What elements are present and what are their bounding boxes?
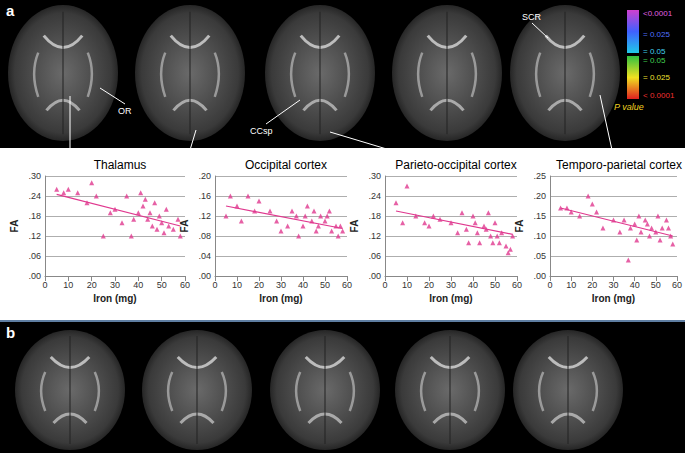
svg-text:= 0.025: = 0.025 [643,73,670,82]
svg-text:<0.0001: <0.0001 [643,9,673,18]
svg-text:b: b [6,324,15,341]
svg-text:.18: .18 [28,211,41,221]
svg-text:Iron (mg): Iron (mg) [429,293,472,304]
svg-text:P value: P value [614,102,644,112]
svg-text:50: 50 [157,280,167,290]
svg-text:a: a [6,2,15,19]
svg-text:SCR: SCR [522,12,542,22]
svg-text:= 0.025: = 0.025 [643,30,670,39]
svg-text:.06: .06 [368,251,381,261]
svg-text:.06: .06 [28,251,41,261]
svg-text:60: 60 [672,280,682,290]
svg-text:20: 20 [87,280,97,290]
svg-text:10: 10 [232,280,242,290]
svg-text:.30: .30 [368,171,381,181]
svg-text:.05: .05 [533,251,546,261]
svg-text:40: 40 [630,280,640,290]
svg-text:.04: .04 [198,251,211,261]
svg-text:.16: .16 [198,191,211,201]
svg-text:0: 0 [382,280,387,290]
svg-text:50: 50 [490,280,500,290]
svg-text:Occipital cortex: Occipital cortex [245,158,327,172]
svg-text:20: 20 [587,280,597,290]
svg-text:.20: .20 [533,191,546,201]
svg-text:.30: .30 [28,171,41,181]
svg-text:30: 30 [608,280,618,290]
svg-text:Parieto-occipital cortex: Parieto-occipital cortex [395,158,516,172]
svg-text:.00: .00 [198,271,211,281]
svg-text:.15: .15 [533,211,546,221]
svg-text:30: 30 [276,280,286,290]
svg-text:40: 40 [133,280,143,290]
svg-text:Iron (mg): Iron (mg) [592,293,635,304]
svg-text:10: 10 [566,280,576,290]
svg-text:Thalamus: Thalamus [94,158,147,172]
svg-text:.20: .20 [198,171,211,181]
svg-text:.08: .08 [198,231,211,241]
svg-text:.00: .00 [533,271,546,281]
svg-text:10: 10 [402,280,412,290]
svg-text:.12: .12 [198,211,211,221]
svg-text:20: 20 [424,280,434,290]
svg-text:FA: FA [9,220,20,233]
svg-text:Iron (mg): Iron (mg) [259,293,302,304]
svg-text:OR: OR [118,106,132,116]
svg-text:.24: .24 [28,191,41,201]
svg-text:.00: .00 [368,271,381,281]
svg-text:30: 30 [110,280,120,290]
svg-text:.12: .12 [28,231,41,241]
svg-text:0: 0 [547,280,552,290]
svg-text:Temporo-parietal cortex: Temporo-parietal cortex [556,158,682,172]
svg-text:60: 60 [180,280,190,290]
svg-text:= 0.05: = 0.05 [643,56,666,65]
svg-text:50: 50 [651,280,661,290]
svg-text:.25: .25 [533,171,546,181]
svg-text:.10: .10 [533,231,546,241]
svg-text:< 0.0001: < 0.0001 [643,91,675,100]
svg-text:40: 40 [298,280,308,290]
svg-text:50: 50 [320,280,330,290]
svg-text:FA: FA [514,220,525,233]
svg-text:20: 20 [254,280,264,290]
svg-text:0: 0 [212,280,217,290]
svg-text:.24: .24 [368,191,381,201]
svg-text:10: 10 [63,280,73,290]
svg-text:30: 30 [446,280,456,290]
svg-text:.18: .18 [368,211,381,221]
svg-text:.00: .00 [28,271,41,281]
svg-text:.12: .12 [368,231,381,241]
svg-text:Iron (mg): Iron (mg) [93,293,136,304]
svg-text:FA: FA [349,220,360,233]
svg-text:FA: FA [178,219,190,233]
svg-text:60: 60 [342,280,352,290]
svg-text:CCsp: CCsp [250,126,273,136]
svg-text:40: 40 [468,280,478,290]
svg-text:= 0.05: = 0.05 [643,47,666,56]
svg-text:0: 0 [42,280,47,290]
svg-text:60: 60 [512,280,522,290]
